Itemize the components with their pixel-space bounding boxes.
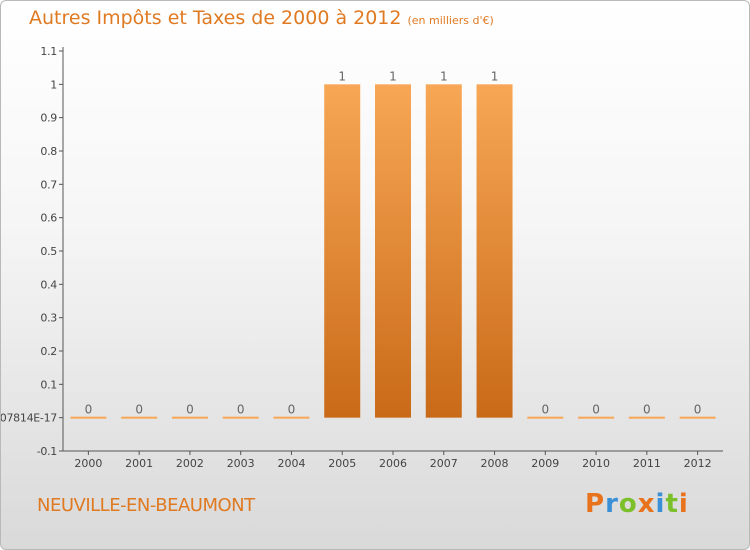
chart-labels: 0 0 0 0 0 1 1 1 1 0 0 0 0 bbox=[85, 69, 702, 416]
logo-letter: i bbox=[678, 489, 689, 519]
chart-title: Autres Impôts et Taxes de 2000 à 2012 (en… bbox=[29, 7, 494, 29]
y-tick-label: 0.6 bbox=[40, 212, 57, 225]
commune-name: NEUVILLE-EN-BEAUMONT bbox=[37, 495, 255, 516]
x-tick-label: 2005 bbox=[328, 457, 356, 470]
bar bbox=[222, 416, 259, 419]
x-tick-label: 2001 bbox=[125, 457, 153, 470]
logo-letter: i bbox=[655, 489, 666, 519]
y-tick-label: 0.2 bbox=[40, 345, 57, 358]
data-label: 1 bbox=[338, 69, 346, 83]
bar bbox=[527, 416, 564, 419]
x-tick-label: 2008 bbox=[481, 457, 509, 470]
bar bbox=[628, 416, 665, 419]
bar bbox=[121, 416, 158, 419]
y-tick-label: 1.3877787807814E-17 bbox=[1, 412, 57, 425]
logo-letter: P bbox=[585, 489, 606, 519]
data-label: 0 bbox=[135, 403, 143, 417]
bar bbox=[324, 84, 361, 418]
bar bbox=[171, 416, 208, 419]
x-tick-label: 2004 bbox=[277, 457, 305, 470]
x-tick-label: 2006 bbox=[379, 457, 407, 470]
chart-title-text: Autres Impôts et Taxes de 2000 à 2012 bbox=[29, 7, 402, 29]
data-label: 0 bbox=[694, 403, 702, 417]
x-tick-label: 2010 bbox=[582, 457, 610, 470]
bar bbox=[425, 84, 462, 418]
logo-letter: t bbox=[665, 489, 679, 519]
x-tick-label: 2002 bbox=[176, 457, 204, 470]
y-tick-label: 0.9 bbox=[40, 112, 57, 125]
x-tick-label: 2003 bbox=[227, 457, 255, 470]
bar bbox=[578, 416, 615, 419]
logo-letter: x bbox=[637, 489, 656, 519]
logo-letter: o bbox=[618, 489, 638, 519]
x-tick-label: 2007 bbox=[430, 457, 458, 470]
data-label: 1 bbox=[440, 69, 448, 83]
y-tick-label: -0.1 bbox=[37, 445, 57, 458]
y-tick-label: 0.3 bbox=[40, 312, 57, 325]
data-label: 0 bbox=[288, 403, 296, 417]
y-tick-label: 0.7 bbox=[40, 178, 57, 191]
y-tick-label: 1 bbox=[50, 78, 57, 91]
data-label: 0 bbox=[85, 403, 93, 417]
y-tick-label: 0.5 bbox=[40, 245, 57, 258]
bar bbox=[70, 416, 107, 419]
data-label: 0 bbox=[186, 403, 194, 417]
chart-axes: -0.1 1.3877787807814E-17 0.1 0.2 0.3 0.4 0.5 0.… bbox=[1, 45, 723, 470]
data-label: 0 bbox=[541, 403, 549, 417]
y-tick-label: 0.1 bbox=[40, 378, 57, 391]
data-label: 1 bbox=[389, 69, 397, 83]
proxiti-logo[interactable]: Proxiti bbox=[585, 489, 689, 519]
data-label: 0 bbox=[643, 403, 651, 417]
bar bbox=[273, 416, 310, 419]
bar bbox=[679, 416, 716, 419]
y-tick-label: 0.4 bbox=[40, 278, 57, 291]
x-tick-label: 2009 bbox=[531, 457, 559, 470]
y-tick-label: 1.1 bbox=[40, 45, 57, 58]
x-tick-label: 2012 bbox=[684, 457, 712, 470]
bar bbox=[375, 84, 411, 418]
chart-bars bbox=[70, 84, 716, 419]
bar bbox=[476, 84, 513, 418]
data-label: 0 bbox=[592, 403, 600, 417]
x-tick-label: 2011 bbox=[633, 457, 661, 470]
logo-letter: r bbox=[605, 489, 619, 519]
x-tick-label: 2000 bbox=[74, 457, 102, 470]
chart-unit: (en milliers d'€) bbox=[407, 14, 494, 27]
data-label: 1 bbox=[491, 69, 499, 83]
data-label: 0 bbox=[237, 403, 245, 417]
y-tick-label: 0.8 bbox=[40, 145, 57, 158]
